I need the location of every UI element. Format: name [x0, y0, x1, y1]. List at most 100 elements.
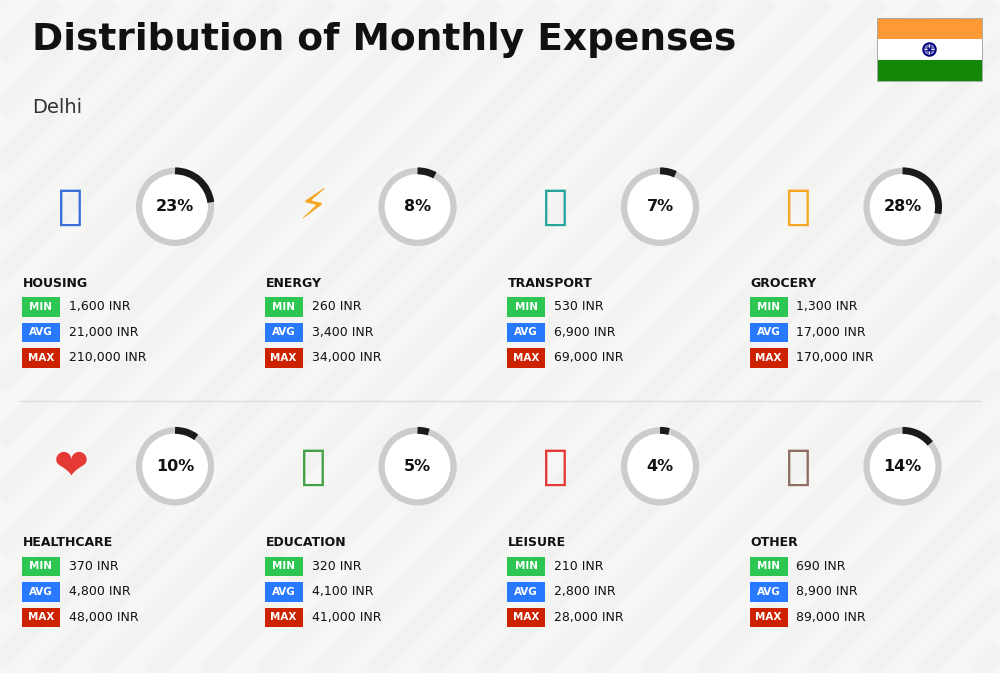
FancyBboxPatch shape: [507, 582, 545, 602]
FancyBboxPatch shape: [507, 322, 545, 342]
FancyBboxPatch shape: [22, 582, 60, 602]
Text: 8,900 INR: 8,900 INR: [796, 586, 858, 598]
Text: 4%: 4%: [646, 459, 674, 474]
Circle shape: [382, 430, 454, 502]
Text: TRANSPORT: TRANSPORT: [508, 277, 593, 290]
Text: 💰: 💰: [786, 446, 811, 487]
Text: 7%: 7%: [646, 199, 674, 215]
FancyBboxPatch shape: [22, 348, 60, 367]
Text: 1,600 INR: 1,600 INR: [69, 300, 130, 314]
FancyBboxPatch shape: [507, 348, 545, 367]
Text: 3,400 INR: 3,400 INR: [312, 326, 373, 339]
Text: MIN: MIN: [30, 302, 52, 312]
Text: 8%: 8%: [404, 199, 431, 215]
Text: AVG: AVG: [272, 328, 295, 337]
Text: 4,100 INR: 4,100 INR: [312, 586, 373, 598]
Text: HOUSING: HOUSING: [23, 277, 88, 290]
Text: MIN: MIN: [514, 561, 538, 571]
Circle shape: [382, 171, 454, 243]
Text: LEISURE: LEISURE: [508, 536, 566, 549]
Text: AVG: AVG: [514, 328, 538, 337]
Text: 17,000 INR: 17,000 INR: [796, 326, 866, 339]
Text: 28%: 28%: [883, 199, 922, 215]
Circle shape: [139, 171, 211, 243]
Text: MIN: MIN: [757, 561, 780, 571]
Text: 6,900 INR: 6,900 INR: [554, 326, 616, 339]
Text: 14%: 14%: [883, 459, 922, 474]
FancyBboxPatch shape: [750, 582, 788, 602]
Text: 370 INR: 370 INR: [69, 560, 119, 573]
Text: AVG: AVG: [757, 587, 780, 597]
Text: MAX: MAX: [28, 612, 54, 623]
Circle shape: [867, 171, 939, 243]
Text: 🎓: 🎓: [301, 446, 326, 487]
Text: 89,000 INR: 89,000 INR: [796, 611, 866, 624]
FancyBboxPatch shape: [264, 348, 302, 367]
Text: AVG: AVG: [757, 328, 780, 337]
Text: EDUCATION: EDUCATION: [266, 536, 346, 549]
Text: MAX: MAX: [270, 353, 297, 363]
Text: 🏢: 🏢: [58, 186, 83, 228]
FancyBboxPatch shape: [264, 608, 302, 627]
Text: 69,000 INR: 69,000 INR: [554, 351, 624, 365]
Circle shape: [624, 171, 696, 243]
Text: 🛍: 🛍: [543, 446, 568, 487]
Text: 5%: 5%: [404, 459, 431, 474]
Text: MAX: MAX: [755, 353, 782, 363]
Text: 🚌: 🚌: [543, 186, 568, 228]
Text: HEALTHCARE: HEALTHCARE: [23, 536, 113, 549]
Text: 4,800 INR: 4,800 INR: [69, 586, 131, 598]
Text: Distribution of Monthly Expenses: Distribution of Monthly Expenses: [32, 22, 736, 58]
Text: 🛒: 🛒: [786, 186, 811, 228]
FancyBboxPatch shape: [750, 348, 788, 367]
FancyBboxPatch shape: [264, 557, 302, 576]
Text: 530 INR: 530 INR: [554, 300, 604, 314]
FancyBboxPatch shape: [22, 322, 60, 342]
FancyBboxPatch shape: [264, 297, 302, 317]
Text: 210 INR: 210 INR: [554, 560, 604, 573]
Text: AVG: AVG: [29, 587, 53, 597]
Text: 21,000 INR: 21,000 INR: [69, 326, 138, 339]
FancyBboxPatch shape: [507, 608, 545, 627]
Text: 10%: 10%: [156, 459, 194, 474]
Text: 260 INR: 260 INR: [312, 300, 361, 314]
Text: Delhi: Delhi: [32, 98, 82, 117]
Text: MAX: MAX: [755, 612, 782, 623]
Text: ❤: ❤: [53, 446, 88, 487]
Text: ENERGY: ENERGY: [266, 277, 322, 290]
Text: MAX: MAX: [513, 353, 539, 363]
FancyBboxPatch shape: [507, 557, 545, 576]
Text: MAX: MAX: [270, 612, 297, 623]
Text: 1,300 INR: 1,300 INR: [796, 300, 858, 314]
Circle shape: [139, 430, 211, 502]
Text: OTHER: OTHER: [750, 536, 798, 549]
Text: MIN: MIN: [514, 302, 538, 312]
Text: 34,000 INR: 34,000 INR: [312, 351, 381, 365]
Text: AVG: AVG: [514, 587, 538, 597]
Bar: [877, 39, 982, 60]
Text: 2,800 INR: 2,800 INR: [554, 586, 616, 598]
FancyBboxPatch shape: [22, 608, 60, 627]
FancyBboxPatch shape: [750, 557, 788, 576]
Text: 28,000 INR: 28,000 INR: [554, 611, 624, 624]
Bar: [877, 18, 982, 39]
FancyBboxPatch shape: [750, 322, 788, 342]
Text: MAX: MAX: [513, 612, 539, 623]
FancyBboxPatch shape: [750, 297, 788, 317]
FancyBboxPatch shape: [22, 297, 60, 317]
Text: MIN: MIN: [30, 561, 52, 571]
Text: MIN: MIN: [272, 302, 295, 312]
Text: AVG: AVG: [272, 587, 295, 597]
Bar: [877, 60, 982, 81]
Text: GROCERY: GROCERY: [750, 277, 817, 290]
Text: ⚡: ⚡: [299, 186, 328, 228]
Text: MIN: MIN: [757, 302, 780, 312]
Bar: [877, 18, 982, 81]
Text: 41,000 INR: 41,000 INR: [312, 611, 381, 624]
FancyBboxPatch shape: [264, 582, 302, 602]
Circle shape: [867, 430, 939, 502]
FancyBboxPatch shape: [22, 557, 60, 576]
Text: 210,000 INR: 210,000 INR: [69, 351, 146, 365]
Text: MIN: MIN: [272, 561, 295, 571]
Text: 170,000 INR: 170,000 INR: [796, 351, 874, 365]
